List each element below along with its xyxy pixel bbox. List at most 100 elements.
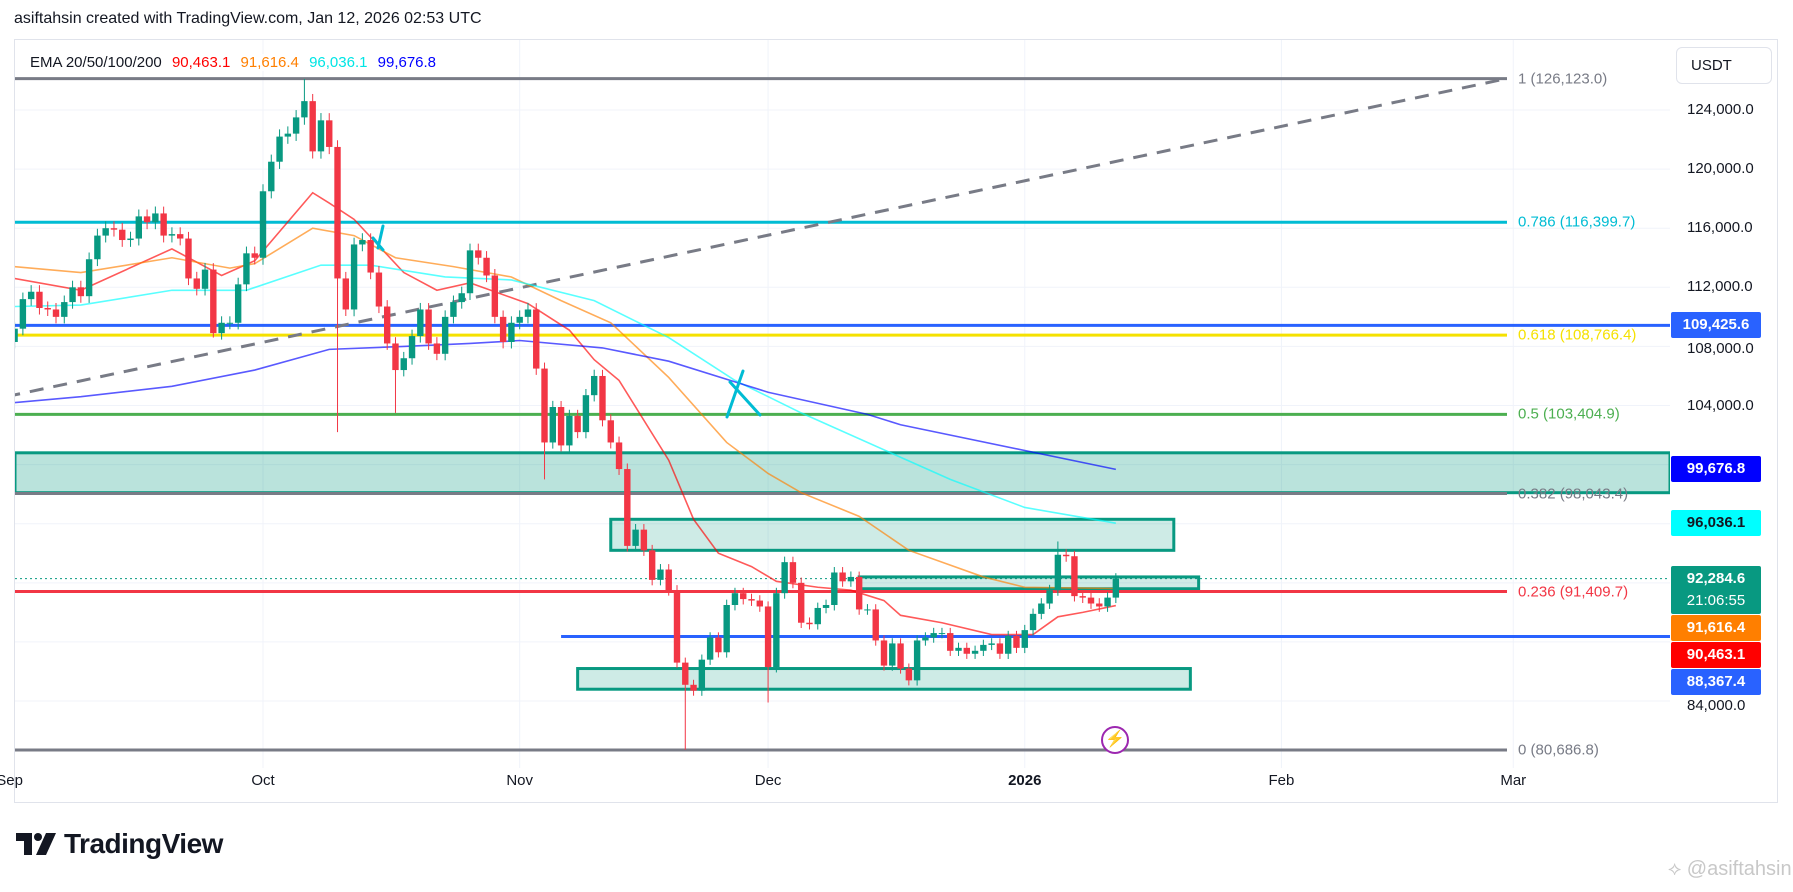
candle-body bbox=[417, 309, 424, 337]
candle bbox=[85, 252, 93, 303]
price-tag: 99,676.8 bbox=[1671, 456, 1761, 483]
candle-body bbox=[549, 406, 556, 443]
candle bbox=[897, 638, 904, 674]
candle-body bbox=[85, 259, 93, 297]
candle-body bbox=[624, 469, 631, 546]
candle bbox=[938, 627, 946, 639]
zones bbox=[15, 451, 1670, 691]
candle-body bbox=[615, 442, 623, 470]
candle bbox=[350, 237, 358, 317]
candle-body bbox=[789, 562, 797, 583]
candle bbox=[582, 388, 590, 439]
legend-ema100: 96,036.1 bbox=[309, 54, 368, 71]
candle bbox=[566, 409, 573, 452]
candle-body bbox=[309, 101, 316, 152]
candle bbox=[168, 227, 176, 243]
candle-body bbox=[1005, 636, 1012, 654]
candle bbox=[1005, 630, 1012, 659]
candle bbox=[284, 126, 292, 144]
candles bbox=[15, 78, 1120, 750]
candle bbox=[201, 262, 209, 296]
candle-body bbox=[251, 253, 258, 258]
currency-button[interactable]: USDT bbox=[1676, 47, 1772, 84]
candle-body bbox=[905, 668, 913, 681]
cross-marks bbox=[371, 224, 762, 419]
candle bbox=[69, 280, 76, 309]
cross-mark-stroke bbox=[725, 369, 745, 419]
candle-body bbox=[342, 278, 349, 310]
candle bbox=[185, 231, 192, 286]
time-axis-label: Sep bbox=[0, 772, 23, 789]
candle-body bbox=[955, 647, 962, 651]
lightning-icon[interactable]: ⚡ bbox=[1101, 726, 1129, 754]
indicator-legend[interactable]: EMA 20/50/100/200 90,463.1 91,616.4 96,0… bbox=[28, 54, 445, 71]
candle bbox=[226, 316, 234, 330]
candle bbox=[648, 544, 656, 586]
candle-body bbox=[168, 234, 176, 236]
candle-body bbox=[822, 604, 830, 608]
candle-body bbox=[1038, 603, 1045, 614]
candle-body bbox=[971, 650, 979, 654]
candle-body bbox=[441, 316, 449, 354]
candle-body bbox=[665, 569, 672, 591]
candle-body bbox=[499, 316, 507, 342]
candle bbox=[1054, 541, 1062, 596]
candle bbox=[781, 556, 788, 599]
tradingview-logo[interactable]: TradingView bbox=[16, 828, 223, 860]
candle-body bbox=[963, 647, 970, 654]
candle-body bbox=[1062, 554, 1070, 557]
candle bbox=[822, 599, 830, 614]
time-axis-label: Mar bbox=[1500, 772, 1527, 789]
candle-body bbox=[557, 406, 565, 446]
candle bbox=[94, 228, 101, 267]
candle-body bbox=[234, 284, 242, 323]
candle bbox=[268, 154, 275, 199]
candle bbox=[855, 571, 863, 615]
candle-body bbox=[450, 302, 457, 317]
candle bbox=[119, 222, 126, 247]
candle bbox=[731, 587, 739, 611]
candle bbox=[342, 271, 349, 317]
candle-body bbox=[143, 216, 151, 223]
candle-body bbox=[723, 604, 730, 653]
price-axis-label: 120,000.0 bbox=[1687, 160, 1754, 178]
candle-body bbox=[408, 336, 416, 359]
candle-body bbox=[69, 287, 76, 303]
candle bbox=[872, 604, 879, 646]
candle bbox=[243, 246, 250, 292]
candle-body bbox=[640, 529, 648, 551]
candle bbox=[508, 316, 515, 349]
candle bbox=[980, 639, 987, 656]
candle-body bbox=[508, 322, 515, 342]
fib-level-label: 0.5 (103,404.9) bbox=[1518, 405, 1620, 423]
candle-body bbox=[1013, 636, 1020, 648]
chart-frame bbox=[14, 39, 1778, 803]
candle bbox=[955, 642, 962, 656]
candle bbox=[499, 310, 507, 349]
cross-mark-stroke bbox=[728, 380, 762, 417]
price-axis-label: 104,000.0 bbox=[1687, 396, 1754, 414]
time-axis-label: 2026 bbox=[1008, 772, 1042, 789]
candle-body bbox=[243, 253, 250, 285]
candle-body bbox=[284, 133, 292, 137]
candle bbox=[408, 329, 416, 365]
candle-body bbox=[889, 643, 896, 666]
candle bbox=[715, 632, 722, 658]
candle-body bbox=[375, 272, 383, 307]
candle-body bbox=[160, 213, 167, 236]
candle bbox=[193, 271, 200, 296]
candle-body bbox=[764, 606, 772, 668]
candle bbox=[127, 231, 134, 247]
candle bbox=[177, 227, 184, 246]
bar-countdown: 21:06:55 bbox=[1686, 591, 1746, 609]
candle-body bbox=[855, 576, 863, 610]
watermark-text: @asiftahsin bbox=[1686, 858, 1792, 880]
candle-body bbox=[599, 375, 606, 421]
candle bbox=[44, 301, 51, 317]
candle-body bbox=[756, 600, 763, 607]
fib-level-label: 1 (126,123.0) bbox=[1518, 70, 1608, 88]
candle-body bbox=[582, 395, 590, 433]
candle bbox=[706, 632, 714, 665]
candle bbox=[880, 635, 888, 671]
